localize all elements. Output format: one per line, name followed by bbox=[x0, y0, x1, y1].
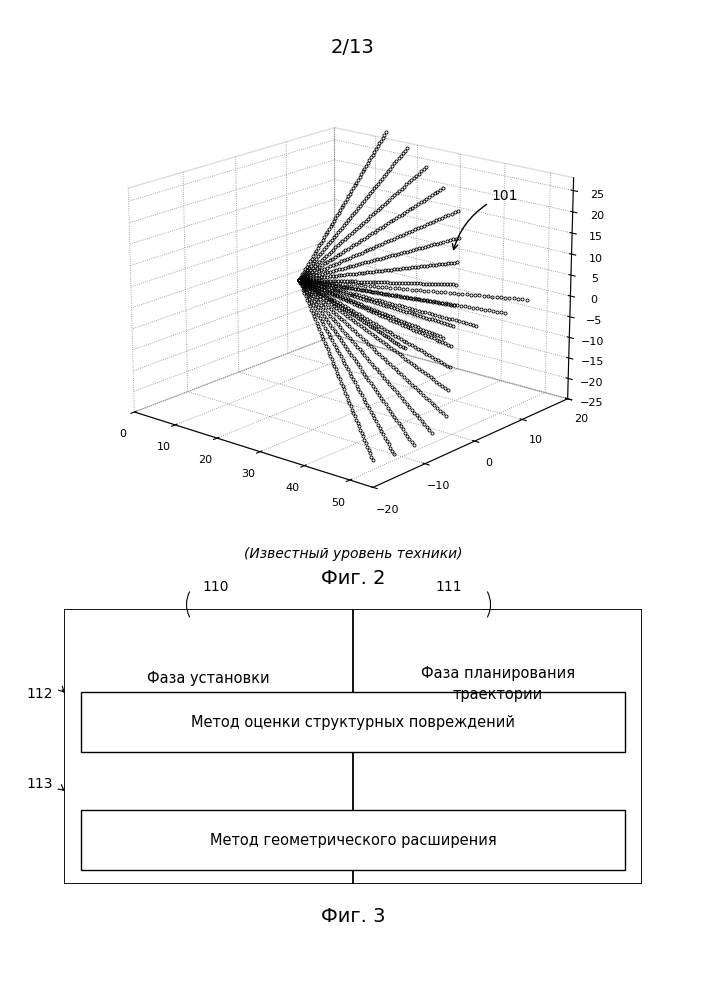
Text: Метод геометрического расширения: Метод геометрического расширения bbox=[210, 832, 496, 848]
Text: 2/13: 2/13 bbox=[331, 38, 375, 57]
Text: 101: 101 bbox=[491, 189, 517, 203]
Bar bbox=[81, 691, 625, 752]
Text: Фиг. 2: Фиг. 2 bbox=[321, 569, 385, 588]
Text: Фаза планирования
траектории: Фаза планирования траектории bbox=[421, 665, 575, 701]
Text: 113: 113 bbox=[26, 777, 53, 791]
Bar bbox=[81, 810, 625, 870]
Text: 111: 111 bbox=[435, 580, 462, 594]
Text: 112: 112 bbox=[26, 687, 53, 701]
Text: Фаза установки: Фаза установки bbox=[147, 670, 270, 685]
Text: Фиг. 3: Фиг. 3 bbox=[321, 907, 385, 926]
Text: Метод оценки структурных повреждений: Метод оценки структурных повреждений bbox=[191, 714, 515, 729]
Text: 110: 110 bbox=[202, 580, 229, 594]
Text: (Известный уровень техники): (Известный уровень техники) bbox=[244, 547, 462, 561]
